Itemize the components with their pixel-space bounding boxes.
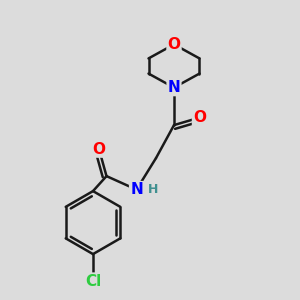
Text: O: O: [193, 110, 206, 125]
Text: H: H: [148, 183, 158, 196]
Text: O: O: [92, 142, 106, 157]
Text: Cl: Cl: [85, 274, 101, 289]
Text: O: O: [167, 37, 181, 52]
Text: N: N: [168, 80, 180, 95]
Text: N: N: [130, 182, 143, 197]
